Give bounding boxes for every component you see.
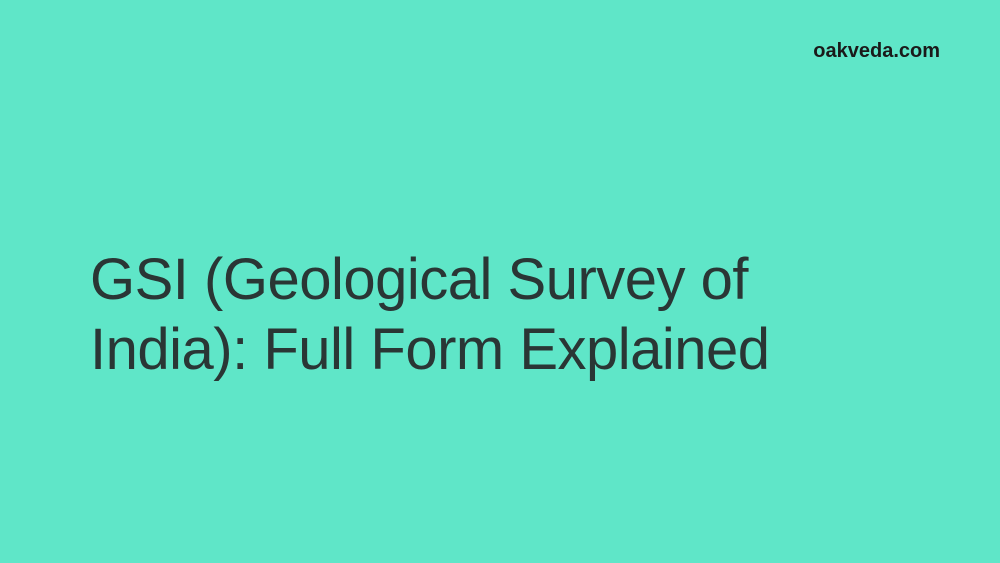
- page-title: GSI (Geological Survey of India): Full F…: [90, 245, 910, 384]
- brand-label: oakveda.com: [813, 40, 940, 63]
